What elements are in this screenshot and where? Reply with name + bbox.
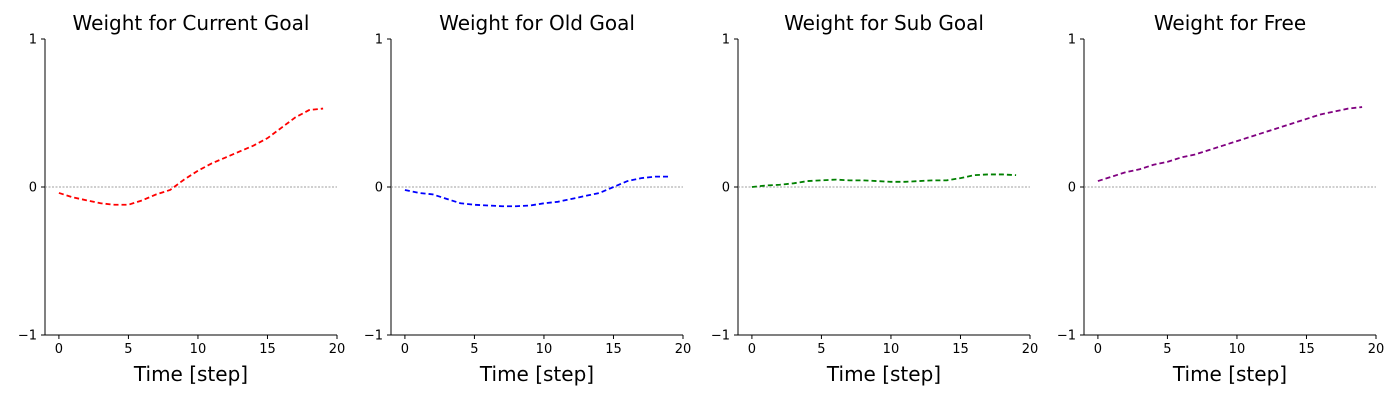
x-tick-label: 5 xyxy=(124,342,132,357)
x-tick-label: 0 xyxy=(1094,342,1102,357)
x-tick-label: 20 xyxy=(1368,342,1385,357)
y-tick-label: −1 xyxy=(364,329,383,344)
x-tick-label: 5 xyxy=(1163,342,1171,357)
x-axis-label: Time [step] xyxy=(1172,362,1287,386)
x-tick-label: 0 xyxy=(401,342,409,357)
chart-title: Weight for Old Goal xyxy=(439,11,635,35)
series-line xyxy=(404,175,670,208)
x-tick-label: 0 xyxy=(55,342,63,357)
x-tick-label: 15 xyxy=(605,342,622,357)
x-tick-label: 5 xyxy=(470,342,478,357)
x-tick-label: 20 xyxy=(329,342,346,357)
chart-title: Weight for Sub Goal xyxy=(784,11,984,35)
x-tick-label: 10 xyxy=(1229,342,1246,357)
x-axis-label: Time [step] xyxy=(479,362,594,386)
y-tick-label: −1 xyxy=(1057,329,1076,344)
y-tick-label: 1 xyxy=(29,33,37,48)
y-tick-label: 1 xyxy=(722,33,730,48)
series-line xyxy=(1097,106,1363,182)
x-axis-label: Time [step] xyxy=(826,362,941,386)
x-tick-label: 15 xyxy=(1298,342,1315,357)
y-tick-label: −1 xyxy=(18,329,37,344)
y-tick-label: 0 xyxy=(375,181,383,196)
series-line xyxy=(751,173,1017,188)
y-tick-label: 0 xyxy=(1068,181,1076,196)
chart-title: Weight for Current Goal xyxy=(73,11,310,35)
x-tick-label: 10 xyxy=(190,342,207,357)
series-line xyxy=(58,107,324,206)
x-tick-label: 0 xyxy=(748,342,756,357)
x-tick-label: 10 xyxy=(883,342,900,357)
x-tick-label: 15 xyxy=(952,342,969,357)
y-tick-label: 0 xyxy=(29,181,37,196)
x-tick-label: 20 xyxy=(1022,342,1039,357)
x-tick-label: 10 xyxy=(536,342,553,357)
x-tick-label: 20 xyxy=(675,342,692,357)
y-tick-label: −1 xyxy=(711,329,730,344)
y-tick-label: 0 xyxy=(722,181,730,196)
chart-title: Weight for Free xyxy=(1154,11,1306,35)
x-axis-label: Time [step] xyxy=(133,362,248,386)
x-tick-label: 5 xyxy=(817,342,825,357)
y-tick-label: 1 xyxy=(1068,33,1076,48)
y-tick-label: 1 xyxy=(375,33,383,48)
x-tick-label: 15 xyxy=(259,342,276,357)
